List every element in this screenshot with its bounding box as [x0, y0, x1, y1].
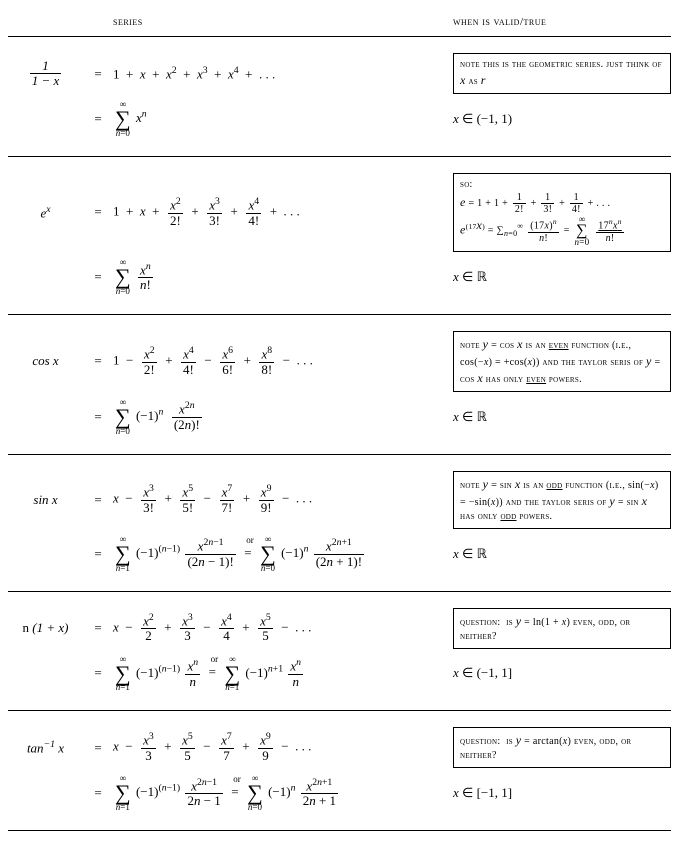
note-box: so:e = 1 + 1 + 12! + 13! + 14! + . . .e(…: [453, 173, 671, 252]
equals: =: [83, 620, 113, 636]
note-box: question: is y = arctan(x) even, odd, or…: [453, 727, 671, 768]
equals: =: [83, 66, 113, 82]
rule: [8, 830, 671, 831]
function-cell: cos x: [8, 353, 83, 369]
domain-cell: x ∈ [−1, 1]: [443, 785, 671, 801]
expansion-cell: x − x33! + x55! − x77! + x99! − . . .: [113, 484, 443, 515]
equals: =: [83, 204, 113, 220]
expansion-cell: x − x22 + x33 − x44 + x55 − . . .: [113, 613, 443, 644]
equals: =: [83, 546, 113, 562]
series-row: sin x=x − x33! + x55! − x77! + x99! − . …: [8, 455, 671, 591]
header-series: series: [113, 16, 443, 28]
note-box: note y = sin x is an odd function (i.e.,…: [453, 471, 671, 529]
note-box: note y = cos x is an even function (i.e.…: [453, 331, 671, 392]
domain-cell: x ∈ ℝ: [443, 409, 671, 425]
function-cell: tan−1 x: [8, 739, 83, 756]
expansion-cell: 1 + x + x22! + x33! + x44! + . . .: [113, 197, 443, 228]
equals: =: [83, 353, 113, 369]
domain-cell: x ∈ ℝ: [443, 269, 671, 285]
expansion-cell: x − x33 + x55 − x77 + x99 − . . .: [113, 732, 443, 763]
function-cell: ex: [8, 204, 83, 221]
function-cell: 11 − x: [8, 59, 83, 89]
equals: =: [83, 665, 113, 681]
note-box: note this is the geometric series. just …: [453, 53, 671, 94]
domain-cell: x ∈ (−1, 1): [443, 111, 671, 127]
series-row: tan−1 x=x − x33 + x55 − x77 + x99 − . . …: [8, 711, 671, 830]
sigma-cell: ∞∑n=0 xn: [113, 100, 443, 138]
domain-cell: x ∈ ℝ: [443, 546, 671, 562]
series-row: ex=1 + x + x22! + x33! + x44! + . . .so:…: [8, 157, 671, 314]
sigma-cell: ∞∑n=0 xnn!: [113, 258, 443, 296]
sigma-cell: ∞∑n=0 (−1)n x2n(2n)!: [113, 398, 443, 436]
domain-cell: x ∈ (−1, 1]: [443, 665, 671, 681]
function-cell: sin x: [8, 492, 83, 508]
table-header: series when is valid/true: [8, 10, 671, 36]
sigma-cell: ∞∑n=1 (−1)(n−1) x2n−1(2n − 1)! or= ∞∑n=0…: [113, 535, 443, 573]
equals: =: [83, 111, 113, 127]
expansion-cell: 1 + x + x2 + x3 + x4 + . . .: [113, 65, 443, 82]
equals: =: [83, 740, 113, 756]
equals: =: [83, 492, 113, 508]
series-row: n (1 + x)=x − x22 + x33 − x44 + x55 − . …: [8, 592, 671, 711]
series-row: cos x=1 − x22! + x44! − x66! + x88! − . …: [8, 315, 671, 454]
expansion-cell: 1 − x22! + x44! − x66! + x88! − . . .: [113, 346, 443, 377]
sigma-cell: ∞∑n=1 (−1)(n−1) x2n−12n − 1 or= ∞∑n=0 (−…: [113, 774, 443, 812]
sigma-cell: ∞∑n=1 (−1)(n−1) xnn or= ∞∑n=1 (−1)n+1 xn…: [113, 655, 443, 693]
rows-container: 11 − x=1 + x + x2 + x3 + x4 + . . .note …: [8, 37, 671, 831]
equals: =: [83, 269, 113, 285]
equals: =: [83, 785, 113, 801]
equals: =: [83, 409, 113, 425]
header-valid: when is valid/true: [443, 16, 671, 28]
note-box: question: is y = ln(1 + x) even, odd, or…: [453, 608, 671, 649]
function-cell: n (1 + x): [8, 620, 83, 636]
series-row: 11 − x=1 + x + x2 + x3 + x4 + . . .note …: [8, 37, 671, 156]
